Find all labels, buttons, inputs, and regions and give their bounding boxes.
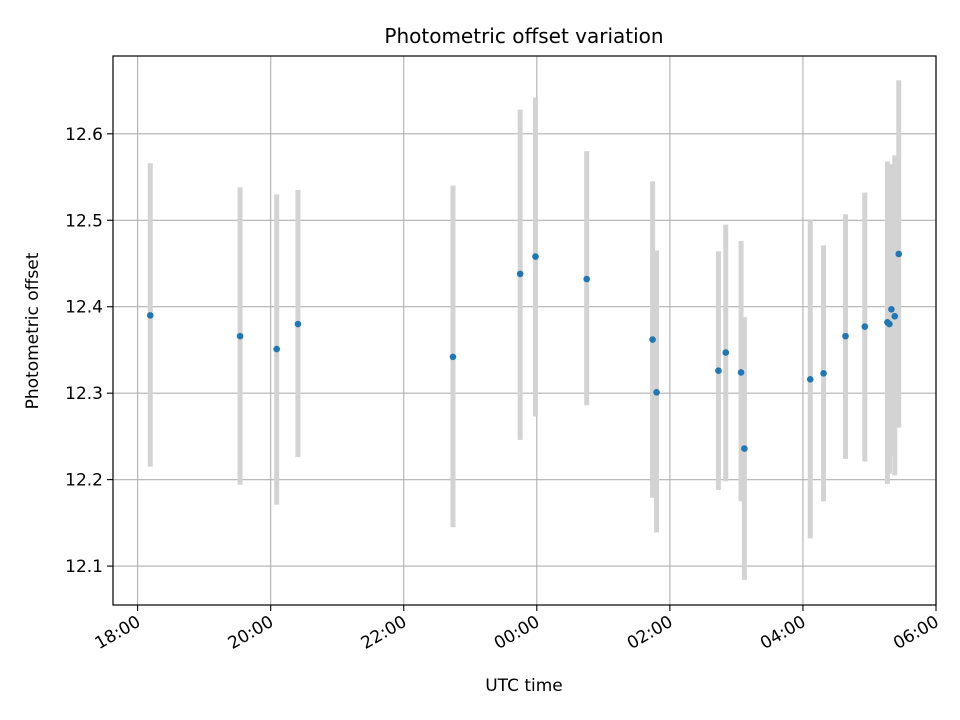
y-tick-label: 12.1 (65, 557, 103, 577)
data-point (146, 312, 154, 319)
data-point (888, 306, 895, 313)
data-point (236, 332, 244, 340)
data-point (715, 367, 722, 375)
y-axis-ticks: 12.1 12.2 12.3 12.4 12.5 12.6 (65, 125, 113, 577)
data-point (722, 349, 730, 356)
y-tick-label: 12.4 (65, 298, 103, 318)
data-point (820, 369, 827, 377)
data-point (583, 275, 591, 283)
data-point (273, 345, 280, 353)
data-point (516, 270, 524, 278)
plot-area (113, 56, 936, 605)
data-point (449, 353, 457, 361)
data-point (741, 445, 748, 452)
plot-frame (112, 55, 937, 606)
y-tick-label: 12.3 (65, 384, 103, 404)
x-axis-label: UTC time (485, 676, 563, 696)
data-point (842, 332, 849, 340)
y-tick-label: 12.2 (65, 471, 103, 491)
data-point (737, 369, 745, 376)
data-point (895, 250, 903, 258)
y-tick-label: 12.6 (65, 125, 103, 145)
y-tick-label: 12.5 (65, 211, 103, 231)
data-point (861, 323, 869, 330)
data-point (532, 253, 539, 260)
data-points (146, 250, 903, 452)
data-point (891, 312, 899, 320)
data-point (649, 336, 656, 343)
data-point (294, 320, 302, 328)
chart-title: Photometric offset variation (384, 24, 663, 48)
data-point (886, 320, 893, 328)
y-axis-label: Photometric offset (23, 252, 43, 409)
data-point (806, 376, 814, 383)
data-point (653, 389, 660, 396)
